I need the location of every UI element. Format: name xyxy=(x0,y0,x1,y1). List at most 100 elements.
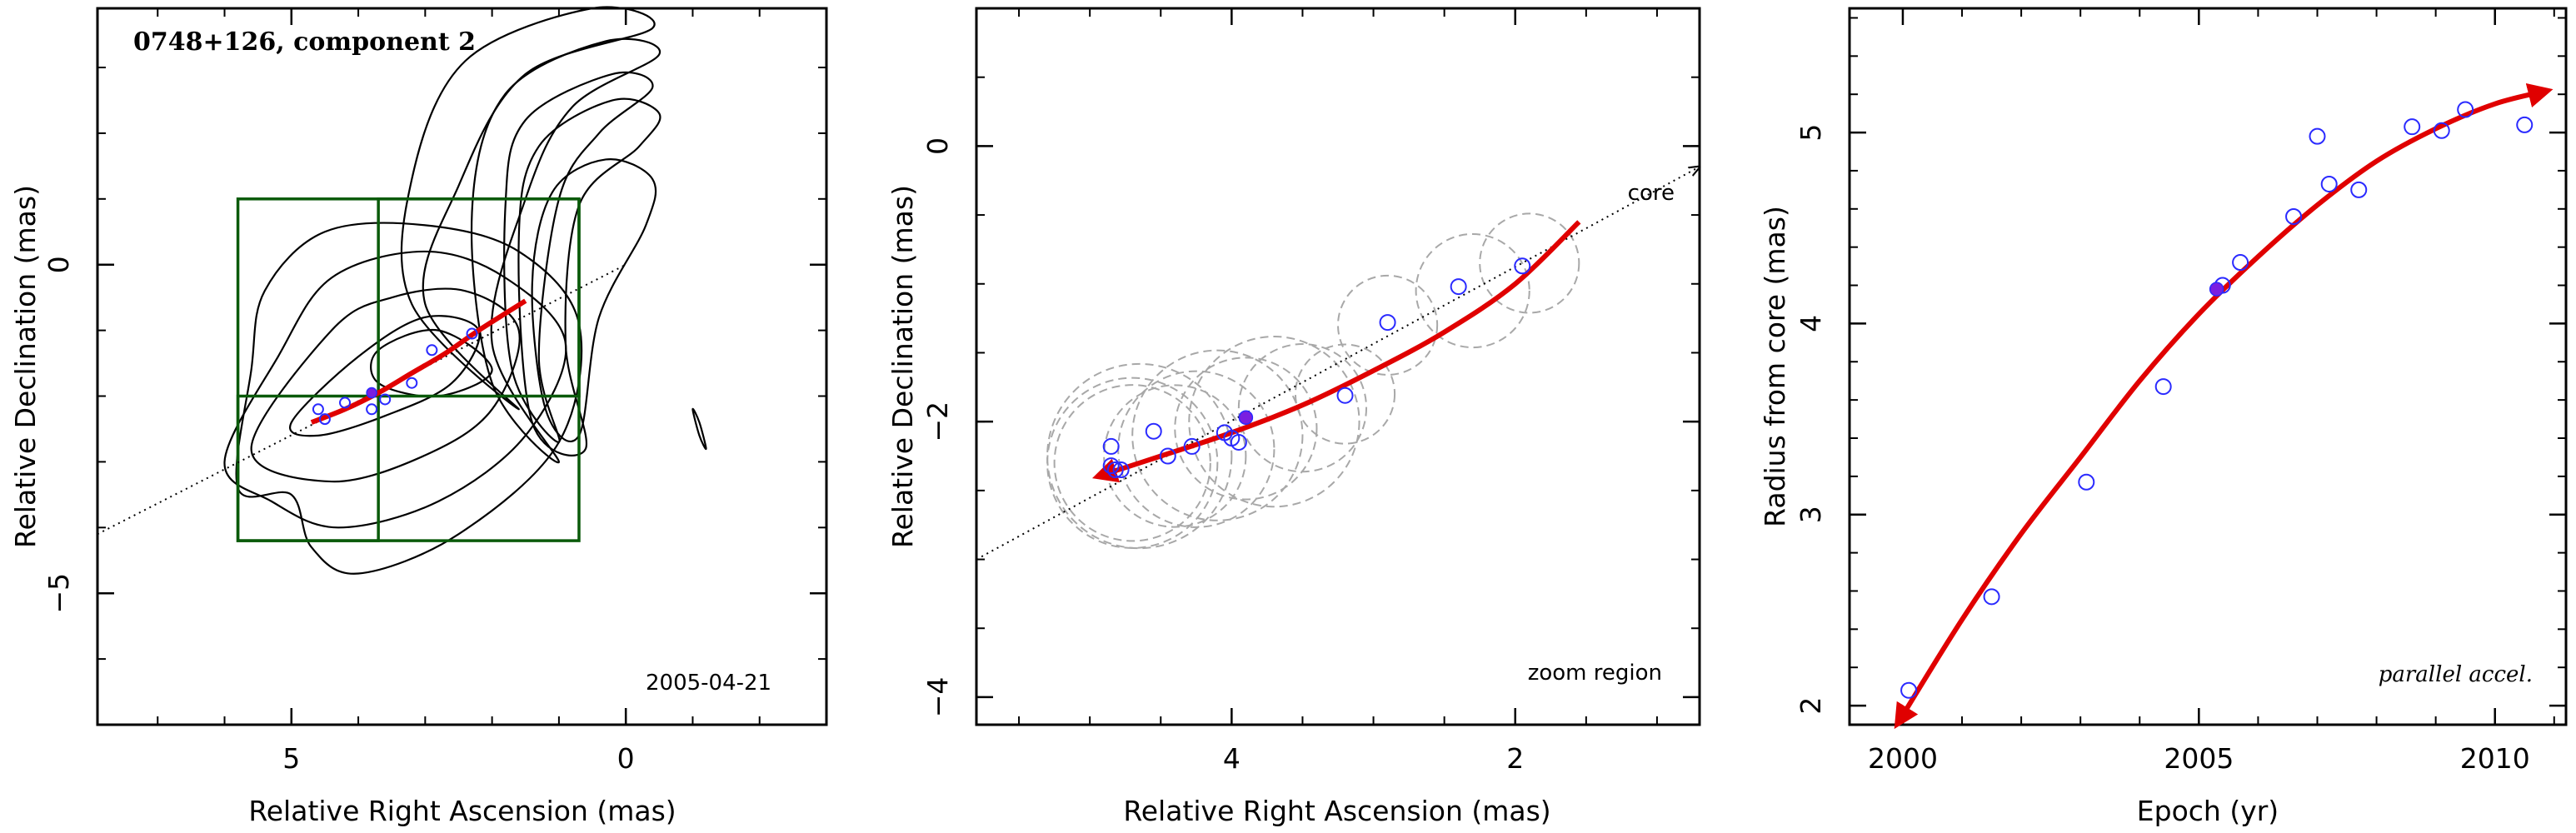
panel2-frame xyxy=(975,7,1701,726)
p1-xtick-label: 5 xyxy=(282,742,300,775)
data-point xyxy=(312,403,324,416)
data-point xyxy=(318,413,331,426)
panel2-zoom-label: zoom region xyxy=(1528,661,1662,686)
highlight-point xyxy=(366,387,377,399)
p3-xtick-label: 2005 xyxy=(2164,742,2234,775)
p2-ytick-label: −4 xyxy=(921,677,954,718)
fit-curve xyxy=(1894,82,2554,730)
data-point xyxy=(2320,175,2338,192)
data-point xyxy=(1183,437,1201,455)
contour-line xyxy=(250,287,521,483)
zoom-box xyxy=(236,197,581,542)
uncertainty-circle xyxy=(1188,336,1360,508)
data-point xyxy=(1102,457,1120,475)
uncertainty-circle xyxy=(1237,343,1368,473)
data-point xyxy=(426,344,438,357)
panel1-contours xyxy=(223,6,707,575)
data-point xyxy=(1450,278,1467,296)
panel1-ylabel: Relative Declination (mas) xyxy=(9,185,42,548)
uncertainty-circle xyxy=(1103,384,1247,528)
contour-line xyxy=(691,407,707,451)
panel2-ticks: 4 2 0 −2 −4 xyxy=(921,7,1700,775)
panel-zoom-region: zoom region Relative Right Ascension (ma… xyxy=(886,7,1701,827)
data-point xyxy=(1159,447,1176,465)
contour-line xyxy=(223,250,567,529)
uncertainty-circle xyxy=(1479,212,1580,314)
uncertainty-circle xyxy=(1337,274,1439,376)
data-point xyxy=(406,377,418,389)
panel2-ylabel: Relative Declination (mas) xyxy=(886,185,919,548)
uncertainty-circle xyxy=(1117,370,1276,528)
panel3-marks xyxy=(1894,82,2554,730)
data-point xyxy=(2078,473,2095,491)
data-point xyxy=(366,403,378,416)
p3-ytick-label: 5 xyxy=(1795,124,1827,142)
p2-xtick-label: 4 xyxy=(1223,742,1241,775)
panel1-xlabel: Relative Right Ascension (mas) xyxy=(248,795,676,827)
core-direction-line xyxy=(976,167,1700,561)
zoom-box xyxy=(236,394,380,542)
data-point xyxy=(466,327,478,340)
p3-xtick-label: 2000 xyxy=(1868,742,1938,775)
data-point xyxy=(2232,254,2249,272)
data-point xyxy=(2516,116,2534,133)
contour-line xyxy=(289,315,481,437)
motion-track xyxy=(1091,220,1581,483)
data-point xyxy=(1112,461,1130,479)
highlight-point xyxy=(2209,282,2224,297)
contour-line xyxy=(503,71,654,443)
p1-xtick-label: 0 xyxy=(617,742,635,775)
panel1-title: 0748+126, component 2 xyxy=(133,27,476,57)
data-point xyxy=(2285,207,2303,225)
contour-line xyxy=(531,158,657,442)
panel-radius-vs-epoch: parallel accel. Epoch (yr) Radius from c… xyxy=(1759,7,2568,827)
uncertainty-circle xyxy=(1053,384,1211,542)
contour-line xyxy=(235,222,583,575)
uncertainty-circle xyxy=(1046,362,1233,550)
p3-xtick-label: 2010 xyxy=(2460,742,2530,775)
uncertainty-circle xyxy=(1131,349,1304,521)
zoom-box xyxy=(377,197,581,398)
panel1-marks xyxy=(97,197,627,542)
data-point xyxy=(1102,437,1120,455)
p1-ytick-label: −5 xyxy=(42,573,75,614)
core-label: core xyxy=(1628,181,1675,206)
data-point xyxy=(1145,422,1162,440)
data-point xyxy=(1106,461,1124,479)
data-point xyxy=(2404,118,2421,136)
panel3-annotation: parallel accel. xyxy=(2379,662,2533,687)
panel2-xlabel: Relative Right Ascension (mas) xyxy=(1123,795,1550,827)
panel3-xlabel: Epoch (yr) xyxy=(2137,795,2279,827)
contour-line xyxy=(517,97,661,456)
data-point xyxy=(2309,127,2326,145)
highlight-point xyxy=(1238,410,1254,425)
panel1-ticks: 5 0 0 −5 xyxy=(42,8,827,775)
data-point xyxy=(1336,387,1354,404)
p2-xtick-label: 2 xyxy=(1506,742,1524,775)
uncertainty-circle xyxy=(1174,357,1318,501)
data-point xyxy=(1514,257,1531,275)
contour-line xyxy=(471,37,661,464)
p3-ytick-label: 4 xyxy=(1795,315,1827,332)
panel1-frame xyxy=(96,7,828,726)
data-point xyxy=(2457,101,2474,118)
data-point xyxy=(2154,378,2172,396)
p1-ytick-label: 0 xyxy=(42,256,75,273)
uncertainty-circle xyxy=(1415,232,1530,349)
data-point xyxy=(1983,588,2000,606)
panel-contour-map: 0748+126, component 2 2005-04-21 Relativ… xyxy=(9,6,828,827)
data-point xyxy=(1230,433,1247,451)
data-point xyxy=(1379,314,1396,332)
uncertainty-circle xyxy=(1294,343,1396,445)
data-point xyxy=(339,397,352,409)
data-point xyxy=(2433,122,2450,139)
data-point xyxy=(1900,681,1918,699)
p3-ytick-label: 2 xyxy=(1795,697,1827,715)
panel3-ylabel: Radius from core (mas) xyxy=(1759,206,1791,527)
motion-track xyxy=(310,298,527,425)
data-point xyxy=(2350,181,2368,198)
panel1-date: 2005-04-21 xyxy=(646,671,771,696)
contour-line xyxy=(400,6,656,411)
panel2-marks: core xyxy=(976,167,1700,561)
